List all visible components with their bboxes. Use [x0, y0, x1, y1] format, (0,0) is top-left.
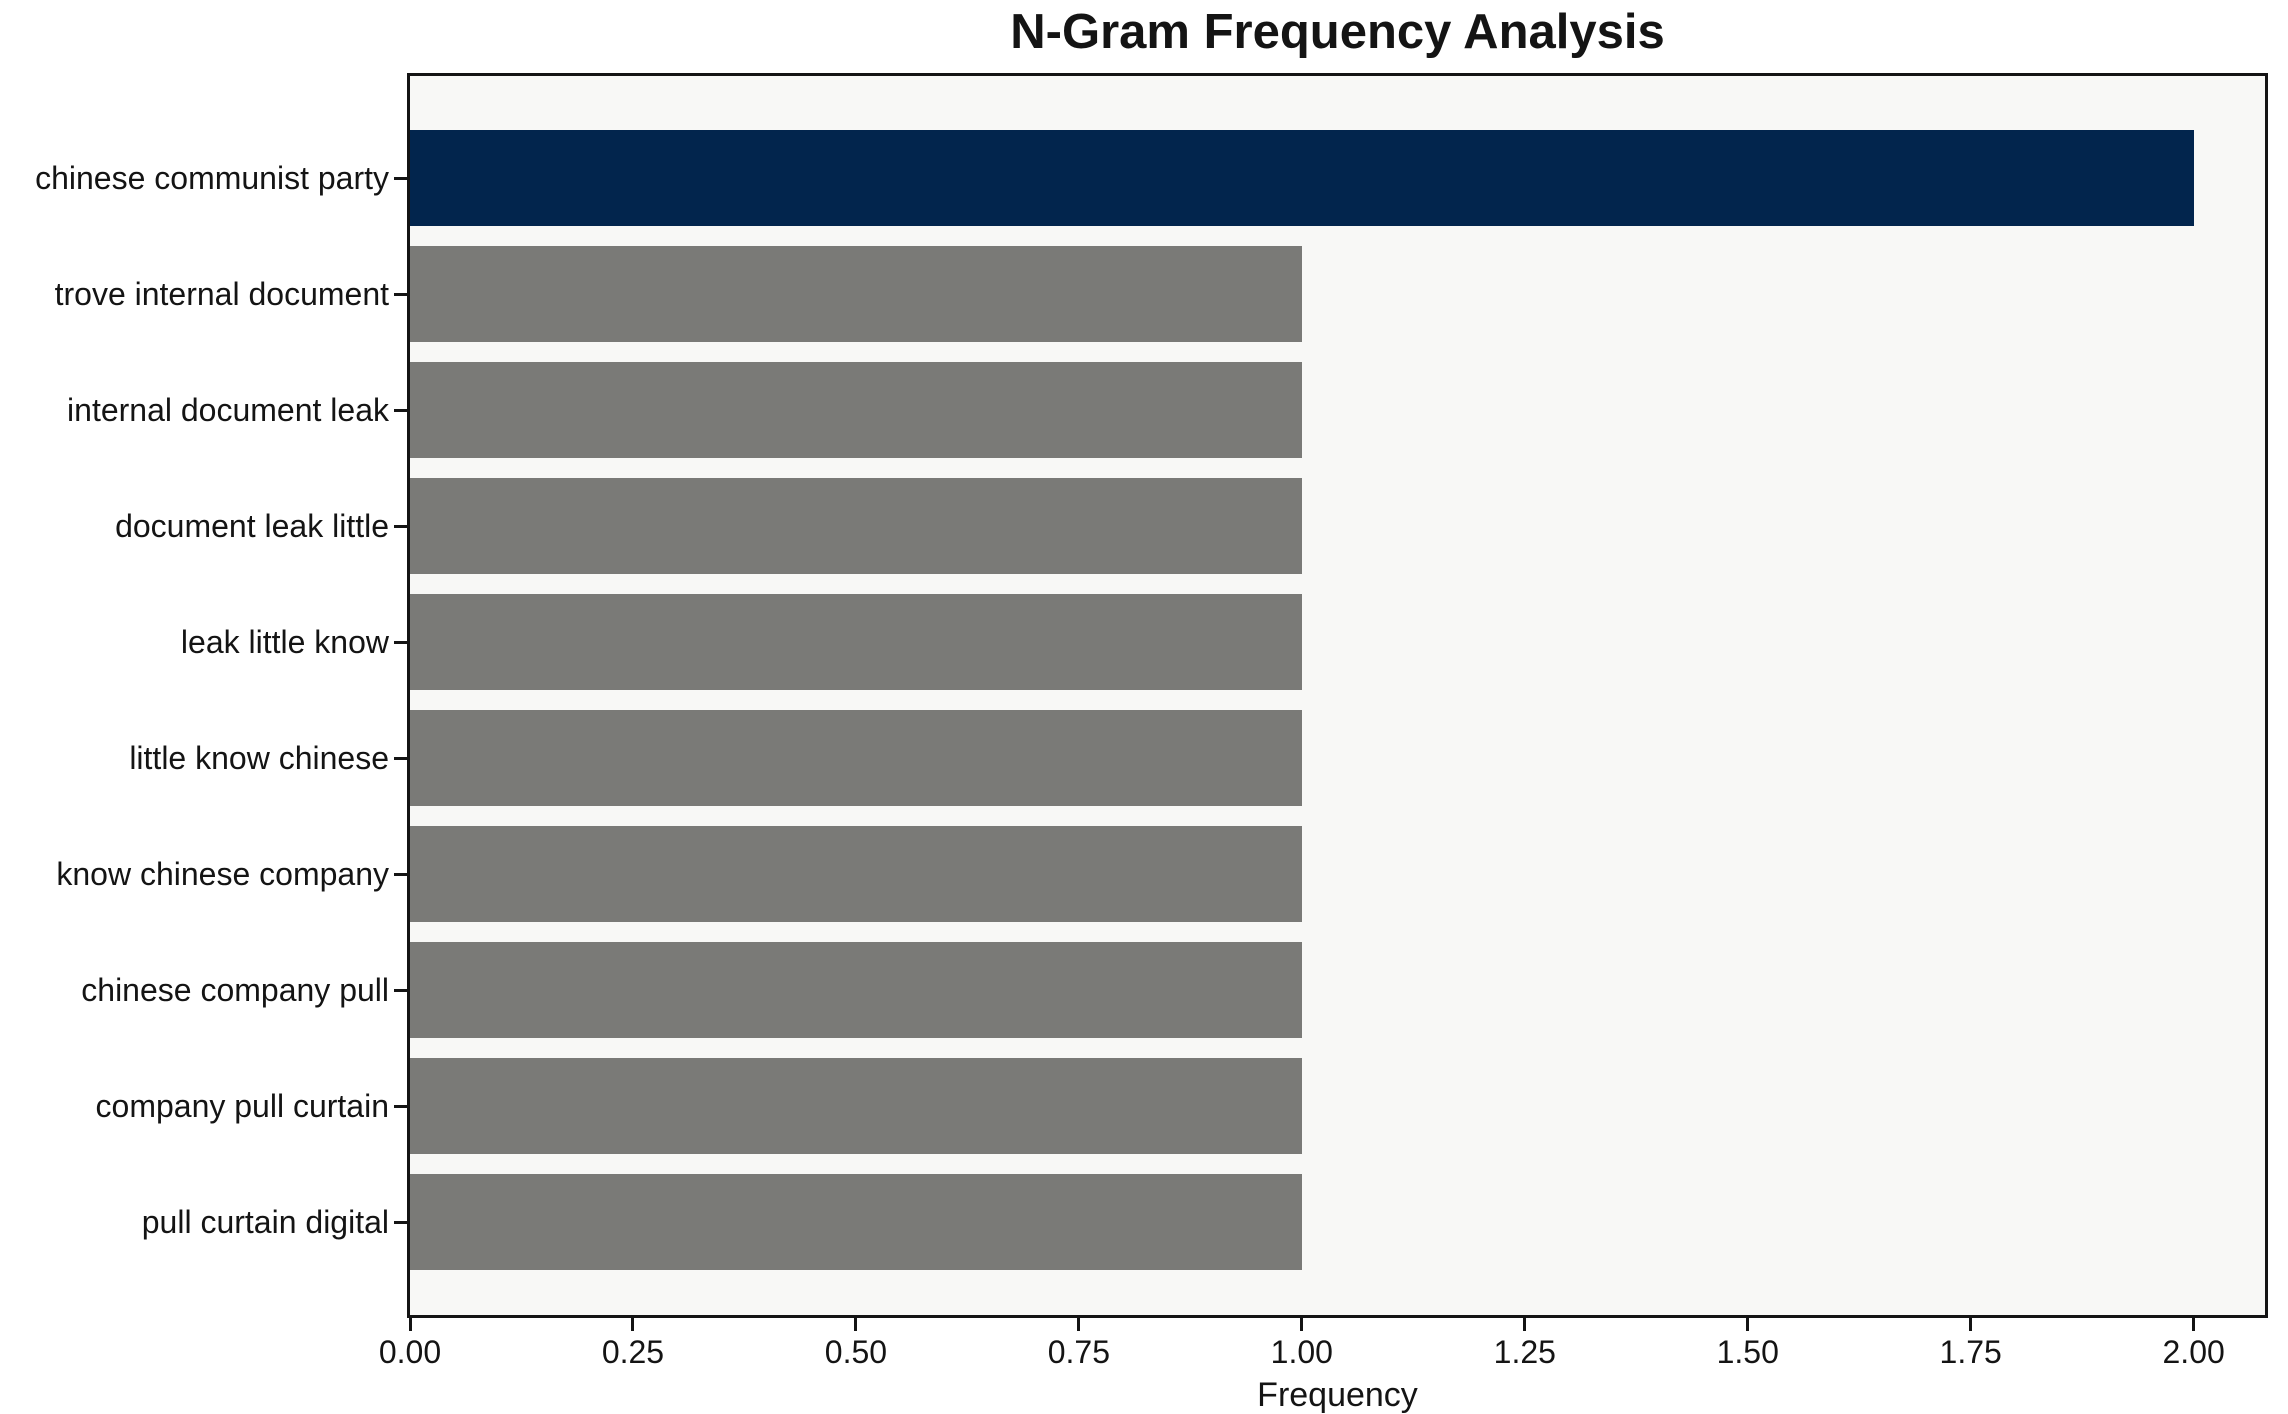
- x-tick-mark: [1746, 1318, 1750, 1331]
- x-axis-label: Frequency: [1257, 1376, 1418, 1414]
- y-tick-label: internal document leak: [67, 392, 389, 428]
- y-tick-label: know chinese company: [56, 856, 389, 892]
- y-tick-mark: [394, 1104, 407, 1108]
- bar-trove-internal-document: [410, 246, 1302, 342]
- bar-document-leak-little: [410, 478, 1302, 574]
- x-tick-mark: [1300, 1318, 1304, 1331]
- x-tick-label: 0.50: [824, 1334, 888, 1370]
- x-tick-label: 0.75: [1047, 1334, 1110, 1370]
- y-tick-mark: [394, 408, 407, 412]
- y-tick-label: chinese communist party: [35, 160, 389, 196]
- y-tick-mark: [394, 176, 407, 180]
- plot-area: [407, 73, 2268, 1318]
- x-tick-mark: [1077, 1318, 1081, 1331]
- y-tick-label: document leak little: [115, 508, 389, 544]
- y-tick-mark: [394, 640, 407, 644]
- y-tick-mark: [394, 1220, 407, 1224]
- x-tick-label: 0.00: [378, 1334, 442, 1370]
- y-tick-label: little know chinese: [129, 740, 389, 776]
- x-tick-mark: [1523, 1318, 1527, 1331]
- bar-company-pull-curtain: [410, 1058, 1302, 1154]
- chart-title: N-Gram Frequency Analysis: [1010, 5, 1665, 59]
- y-tick-mark: [394, 756, 407, 760]
- bar-internal-document-leak: [410, 362, 1302, 458]
- y-tick-label: chinese company pull: [81, 972, 389, 1008]
- bar-know-chinese-company: [410, 826, 1302, 922]
- bar-pull-curtain-digital: [410, 1174, 1302, 1270]
- x-tick-mark: [854, 1318, 858, 1331]
- y-tick-label: trove internal document: [54, 276, 389, 312]
- x-tick-mark: [2192, 1318, 2196, 1331]
- y-tick-label: pull curtain digital: [141, 1204, 389, 1240]
- x-tick-label: 1.00: [1270, 1334, 1333, 1370]
- y-tick-label: company pull curtain: [95, 1088, 389, 1124]
- x-tick-mark: [631, 1318, 635, 1331]
- x-tick-label: 2.00: [2162, 1334, 2225, 1370]
- bar-leak-little-know: [410, 594, 1302, 690]
- x-tick-label: 1.50: [1716, 1334, 1779, 1370]
- x-tick-label: 1.25: [1493, 1334, 1556, 1370]
- y-tick-mark: [394, 524, 407, 528]
- bar-chinese-communist-party: [410, 130, 2194, 226]
- y-tick-mark: [394, 872, 407, 876]
- y-tick-label: leak little know: [180, 624, 389, 660]
- bar-chinese-company-pull: [410, 942, 1302, 1038]
- y-tick-mark: [394, 988, 407, 992]
- x-tick-mark: [1969, 1318, 1973, 1331]
- x-tick-label: 1.75: [1939, 1334, 2002, 1370]
- x-tick-mark: [408, 1318, 412, 1331]
- y-tick-mark: [394, 292, 407, 296]
- x-tick-label: 0.25: [601, 1334, 665, 1370]
- bar-little-know-chinese: [410, 710, 1302, 806]
